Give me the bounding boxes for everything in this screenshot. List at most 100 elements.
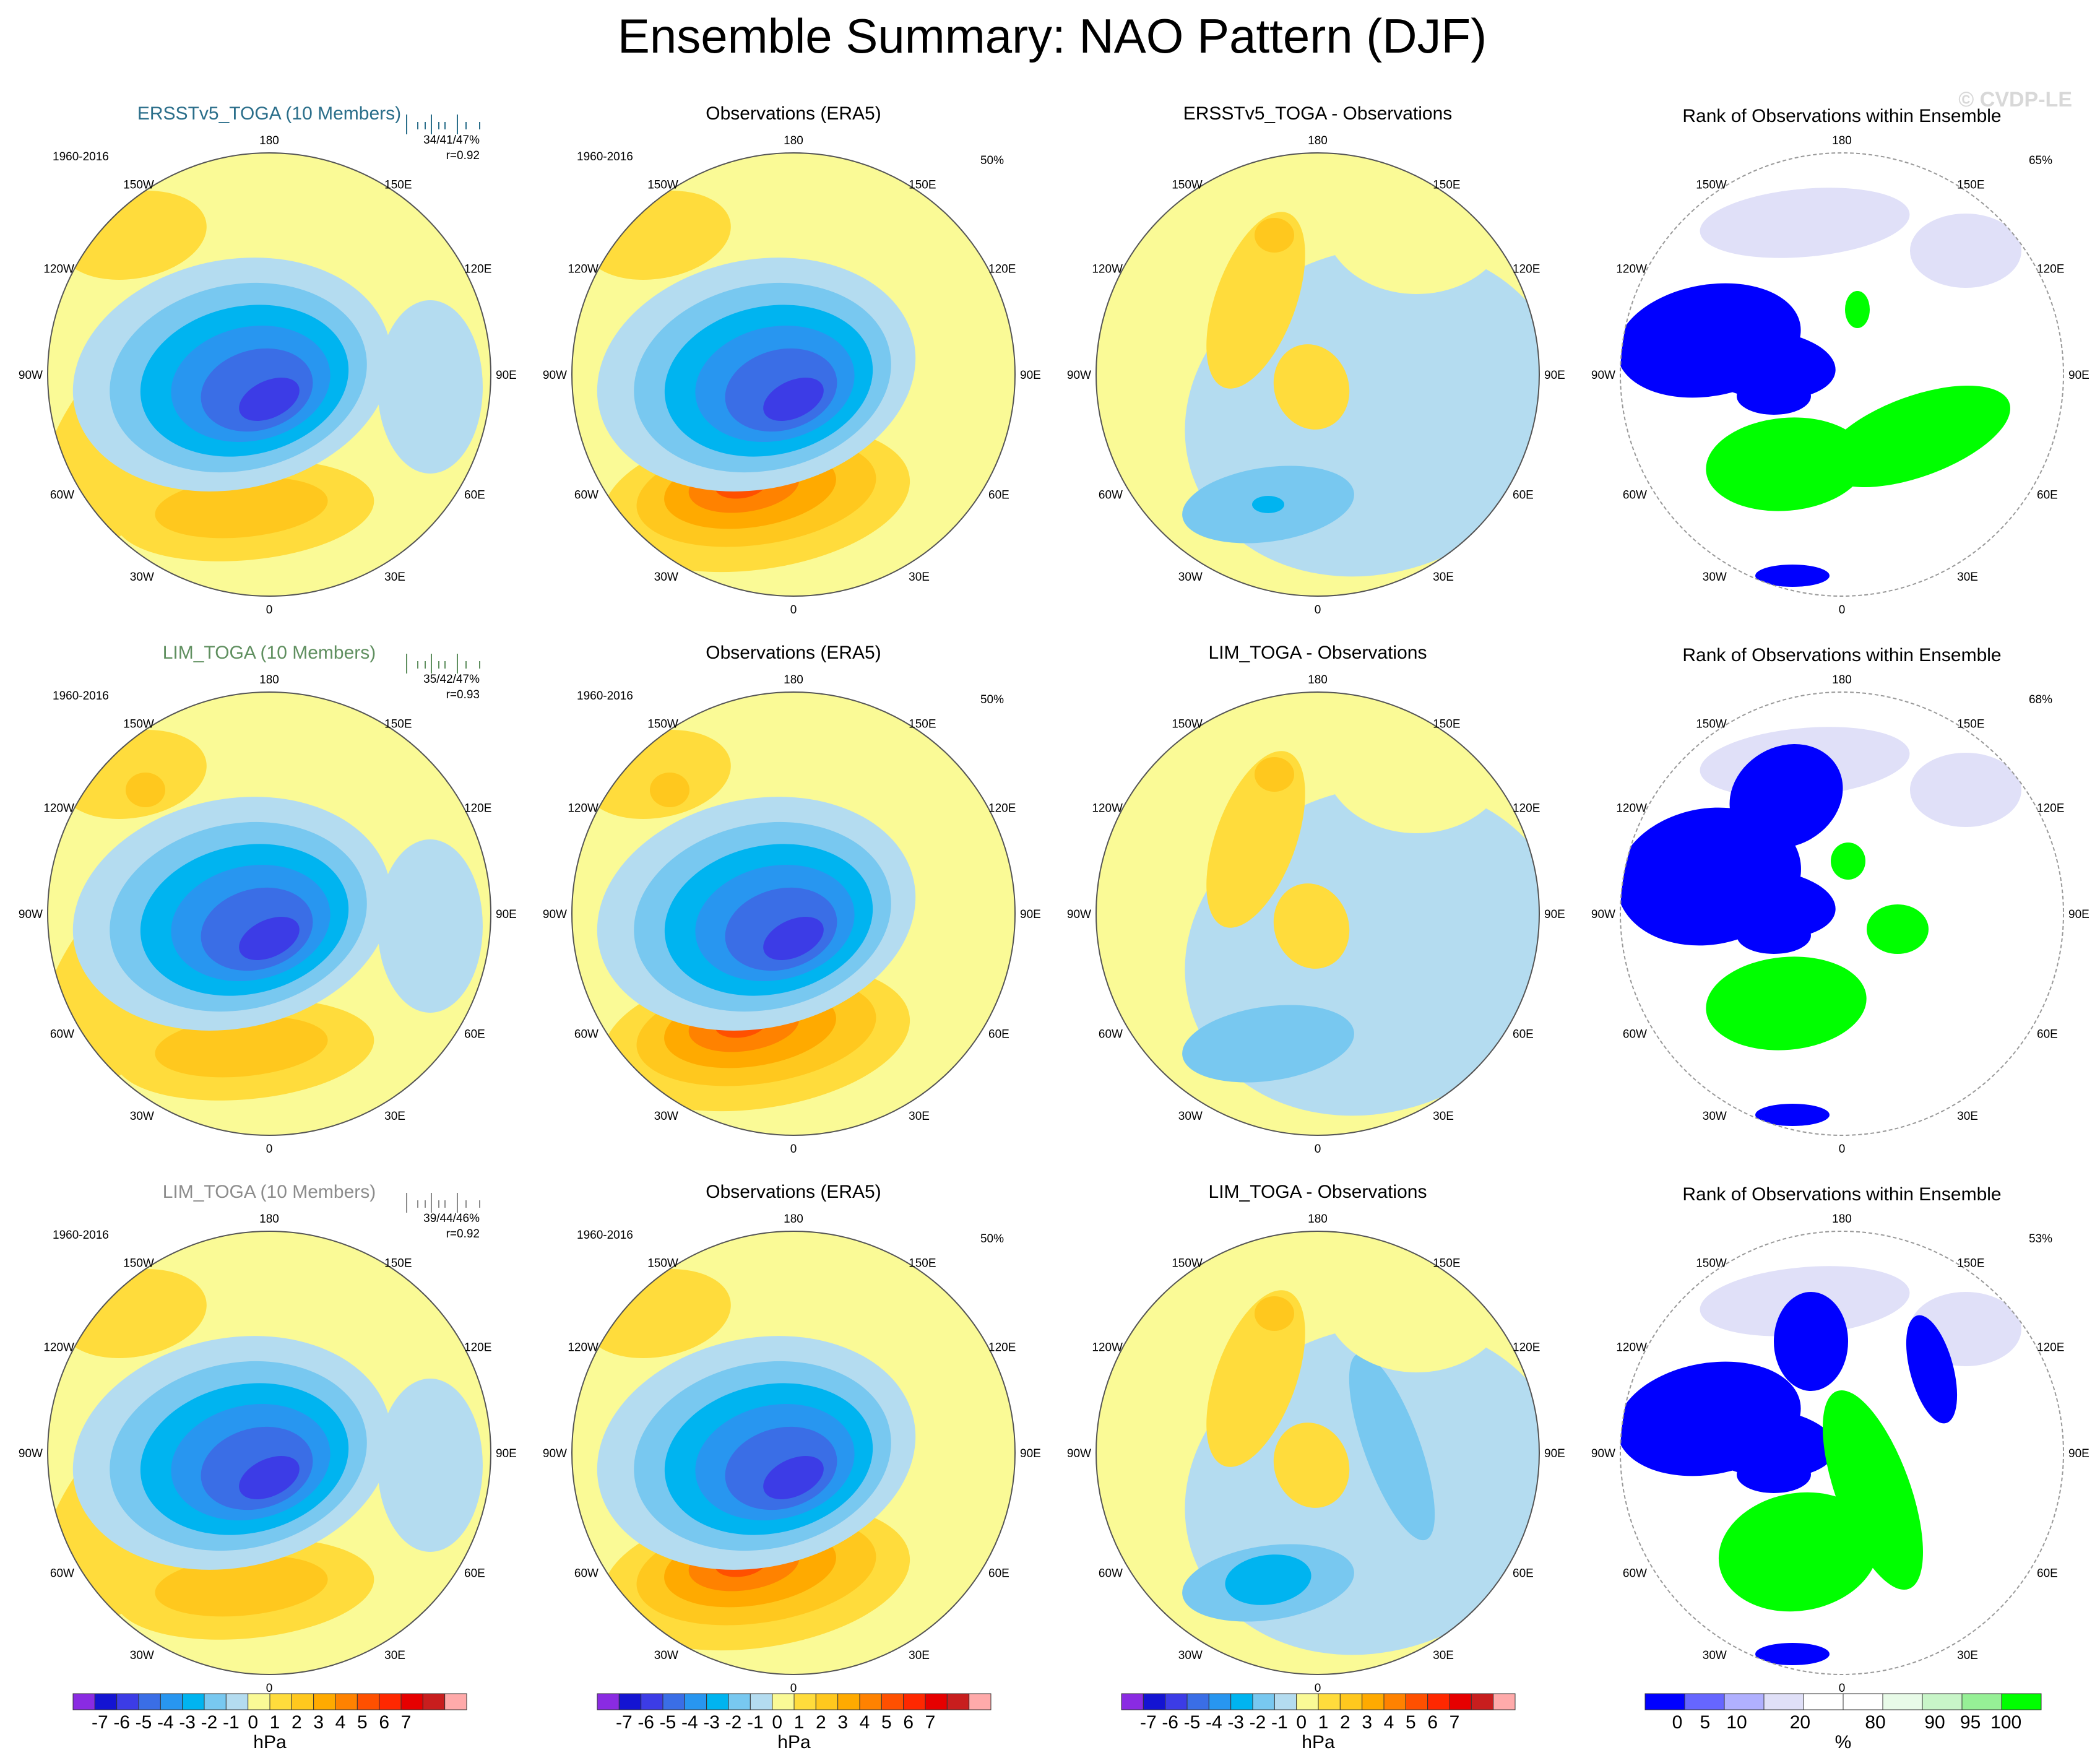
lon-label-upper_left_1: 150W <box>123 717 154 730</box>
colorbar-rank: 0 5 10 20 80 90 95 100% <box>1644 1693 2042 1752</box>
lon-label-right: 90E <box>1544 908 1565 921</box>
lon-label-top: 180 <box>1308 1213 1328 1226</box>
rank-high-0 <box>1706 956 1867 1050</box>
lon-label-lower_right_1: 60E <box>464 1028 485 1041</box>
map-border <box>1095 1231 1540 1675</box>
lon-label-upper_right_2: 120E <box>1513 802 1540 815</box>
rank-panel: 180 0 90W 90E 150W 120W 60W 30W 150E 120E 60E 30E Ra… <box>1591 106 2089 617</box>
lon-label-lower_right_2: 30E <box>384 1110 405 1123</box>
map-field <box>1620 1231 2063 1674</box>
colorbar-swatch <box>925 1693 948 1710</box>
colorbar-hpa: -7 -6 -5 -4 -3 -2 -1 0 1 2 3 4 5 6 7 hPa <box>597 1693 992 1752</box>
colorbar-tick-label: 0 <box>772 1712 782 1733</box>
lon-label-right: 90E <box>1020 908 1041 921</box>
panel-title: Observations (ERA5) <box>706 1182 881 1202</box>
colorbar-swatch <box>641 1693 663 1710</box>
map-border <box>571 1231 1016 1675</box>
rank-pct-label: 53% <box>2029 1232 2052 1245</box>
map-border <box>1620 152 2064 597</box>
model-panel: 180 0 90W 90E 150W 120W 60W 30W 150E 120E 60E 30E ER… <box>19 103 517 617</box>
map-border <box>1095 152 1540 597</box>
diff-greenland-high <box>1273 344 1350 430</box>
lon-label-left: 90W <box>19 369 43 382</box>
lon-label-right: 90E <box>496 369 517 382</box>
colorbar-swatch <box>793 1693 816 1710</box>
colorbar-swatch <box>2001 1693 2042 1710</box>
diff-panel: 180 0 90W 90E 150W 120W 60W 30W 150E 120E 60E 30E LI… <box>1067 1182 1565 1695</box>
lon-label-left: 90W <box>1067 369 1091 382</box>
rank-panel: 180 0 90W 90E 150W 120W 60W 30W 150E 120E 60E 30E Ra… <box>1591 1184 2089 1695</box>
rank-high-2 <box>1845 291 1870 328</box>
colorbar-tick-label: 7 <box>401 1712 412 1733</box>
colorbar-swatch <box>1405 1693 1428 1710</box>
colorbar-swatch <box>903 1693 926 1710</box>
lon-label-upper_left_1: 150W <box>123 178 154 191</box>
colorbar-tick-label: 0 <box>1672 1712 1683 1733</box>
map-field <box>1620 153 2063 596</box>
map-field <box>572 1231 1015 1674</box>
lon-label-left: 90W <box>543 1447 567 1460</box>
lon-label-upper_left_1: 150W <box>1696 178 1727 191</box>
colorbar-tick-label: 7 <box>925 1712 936 1733</box>
rank-high-2 <box>1831 843 1865 880</box>
colorbar-swatch <box>837 1693 860 1710</box>
lon-label-lower_right_2: 30E <box>1433 1110 1454 1123</box>
panel-title: LIM_TOGA - Observations <box>1209 1182 1427 1202</box>
map-field <box>48 153 491 596</box>
lon-label-lower_left_2: 30W <box>1178 1649 1203 1662</box>
watermark: © CVDP-LE <box>1958 88 2072 111</box>
row-0: 180 0 90W 90E 150W 120W 60W 30W 150E 120E 60E 30E ER… <box>19 103 2089 617</box>
lon-label-bottom: 0 <box>266 1143 273 1156</box>
colorbar-swatch <box>684 1693 707 1710</box>
colorbar-tick-label: 3 <box>1362 1712 1372 1733</box>
colorbar-tick-label: -1 <box>1271 1712 1288 1733</box>
colorbar-unit: hPa <box>777 1732 811 1752</box>
obs-pct-label: 50% <box>980 693 1004 706</box>
rank-low-2 <box>1737 1456 1811 1493</box>
lon-label-upper_right_2: 120E <box>988 262 1016 275</box>
colorbar-swatch <box>1803 1693 1844 1710</box>
siberia-trough <box>378 839 483 1013</box>
lon-label-top: 180 <box>1308 134 1328 147</box>
rank-low-1 <box>1700 331 1836 400</box>
lon-label-upper_right_1: 150E <box>1433 178 1460 191</box>
obs-pct-label: 50% <box>980 1232 1004 1245</box>
rank-low-3 <box>1729 743 1843 849</box>
lon-label-lower_left_2: 30W <box>654 1110 678 1123</box>
colorbar-swatch <box>444 1693 467 1710</box>
lon-label-upper_left_1: 150W <box>1172 178 1203 191</box>
map-border <box>47 691 491 1136</box>
lon-label-upper_right_2: 120E <box>988 1341 1016 1354</box>
lon-label-upper_right_1: 150E <box>1957 717 1984 730</box>
lon-label-lower_right_1: 60E <box>1513 1028 1534 1041</box>
lon-label-upper_left_1: 150W <box>1696 717 1727 730</box>
colorbar-swatch <box>379 1693 402 1710</box>
lon-label-bottom: 0 <box>1839 1682 1846 1695</box>
colorbar-swatch <box>1763 1693 1804 1710</box>
lon-label-upper_left_2: 120W <box>1616 1341 1647 1354</box>
atlantic-high-2 <box>155 1016 328 1078</box>
map-field <box>1096 1231 1539 1674</box>
lon-label-bottom: 0 <box>790 1143 797 1156</box>
colorbar-swatch <box>1143 1693 1166 1710</box>
map-field <box>1096 153 1539 596</box>
map-field <box>48 1231 491 1674</box>
colorbar-tick-label: 1 <box>270 1712 280 1733</box>
colorbar-tick-label: -7 <box>1140 1712 1157 1733</box>
lon-label-upper_left_2: 120W <box>43 262 74 275</box>
colorbar-swatch <box>1724 1693 1765 1710</box>
lon-label-top: 180 <box>784 674 803 687</box>
panel-title: Rank of Observations within Ensemble <box>1682 645 2001 665</box>
colorbar-tick-label: 5 <box>881 1712 892 1733</box>
colorbar-swatch <box>1339 1693 1363 1710</box>
colorbar-swatch <box>946 1693 970 1710</box>
diff-panel: 180 0 90W 90E 150W 120W 60W 30W 150E 120E 60E 30E LI… <box>1067 643 1565 1156</box>
colorbar-tick-label: -3 <box>703 1712 720 1733</box>
colorbar-tick-label: -6 <box>637 1712 654 1733</box>
lon-label-lower_left_1: 60W <box>50 488 74 501</box>
panel-title: Rank of Observations within Ensemble <box>1682 1184 2001 1205</box>
colorbar-swatch <box>1493 1693 1516 1710</box>
lon-label-left: 90W <box>1067 1447 1091 1460</box>
lon-label-right: 90E <box>1020 1447 1041 1460</box>
